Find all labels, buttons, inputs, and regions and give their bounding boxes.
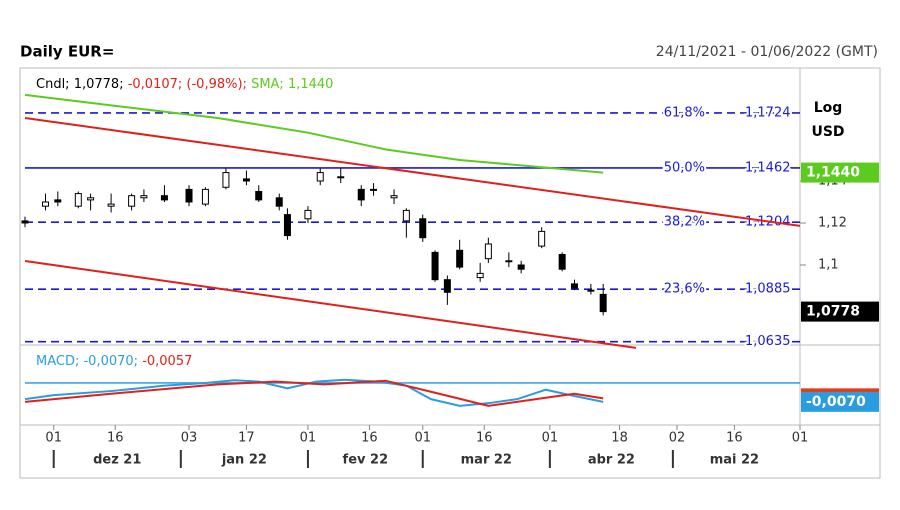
- x-tick-label: 01: [45, 431, 62, 446]
- candle-body: [255, 190, 263, 201]
- candle-body: [517, 264, 525, 270]
- x-tick-label: 18: [611, 431, 628, 446]
- value-badge-label: 1,0778: [806, 304, 860, 320]
- month-label: mar 22: [461, 453, 512, 468]
- candle-body: [160, 195, 168, 201]
- candle-body: [242, 178, 250, 182]
- candle-body: [21, 220, 29, 224]
- axis-label: USD: [811, 124, 844, 140]
- candle-body: [316, 172, 324, 182]
- readout-item: -0,0070;: [83, 354, 142, 369]
- y-tick-label: 1,1: [818, 257, 839, 272]
- y-tick-label: 1,12: [818, 215, 847, 230]
- month-label: abr 22: [588, 453, 635, 468]
- month-label: jan 22: [221, 453, 267, 468]
- candle-body: [222, 172, 230, 188]
- sma-line: [24, 93, 604, 174]
- fib-value: 1,0635: [745, 334, 791, 349]
- fib-value: 1,0885: [745, 282, 791, 297]
- readout: MACD; -0,0070; -0,0057: [36, 354, 192, 369]
- candle-body: [484, 243, 492, 260]
- trend-line: [24, 260, 637, 349]
- x-tick-label: 16: [107, 431, 124, 446]
- candle-body: [185, 188, 193, 203]
- trend-line: [24, 116, 801, 227]
- candle-body: [419, 218, 427, 239]
- x-tick-label: 02: [669, 431, 686, 446]
- value-badge: [801, 301, 879, 322]
- x-tick-label: 01: [792, 431, 809, 446]
- candle-body: [275, 197, 283, 207]
- readout-item: SMA;: [251, 77, 288, 92]
- x-tick-label: 01: [542, 431, 559, 446]
- candle-body: [201, 188, 209, 205]
- readout-item: (-0,98%);: [186, 77, 251, 92]
- candle-body: [357, 188, 365, 201]
- candle-body: [456, 249, 464, 268]
- readout-item: 1,0778;: [74, 77, 128, 92]
- fib-value: 1,1462: [745, 160, 791, 175]
- candle-body: [370, 188, 378, 191]
- fib-percent: 50,0%: [664, 160, 705, 175]
- candle-body: [443, 279, 451, 293]
- month-label: dez 21: [93, 453, 141, 468]
- value-badge: [801, 162, 879, 183]
- value-badge-label: -0,0070: [806, 394, 866, 410]
- macd-line: [24, 378, 604, 407]
- readout-item: MACD;: [36, 354, 83, 369]
- x-tick-label: 17: [238, 431, 255, 446]
- candle-body: [74, 193, 82, 207]
- fib-value: 1,1724: [745, 105, 791, 120]
- fib-percent: 38,2%: [664, 215, 705, 230]
- month-label: mai 22: [710, 453, 759, 468]
- candle-body: [570, 283, 578, 289]
- month-label: fev 22: [343, 453, 389, 468]
- value-badge: [801, 391, 879, 412]
- candle-body: [390, 195, 398, 199]
- candle-body: [538, 230, 546, 247]
- axis-label: Log: [814, 100, 843, 116]
- candle-body: [128, 195, 136, 207]
- candle-body: [587, 289, 595, 292]
- candle-body: [283, 214, 291, 237]
- fib-percent: 23,6%: [664, 282, 705, 297]
- readout-item: -0,0107;: [128, 77, 187, 92]
- candle-body: [599, 293, 607, 313]
- candle-body: [54, 199, 62, 203]
- readout-bg: [26, 74, 371, 92]
- readout-item: Cndl;: [36, 77, 74, 92]
- candle-body: [402, 209, 410, 222]
- candle-body: [87, 197, 95, 201]
- macd-line: [24, 379, 604, 407]
- date-range: 24/11/2021 - 01/06/2022 (GMT): [656, 44, 878, 60]
- x-tick-label: 03: [181, 431, 198, 446]
- candle-body: [42, 201, 50, 207]
- candle-body: [476, 272, 484, 279]
- x-tick-label: 01: [414, 431, 431, 446]
- x-tick-label: 16: [726, 431, 743, 446]
- x-tick-label: 16: [476, 431, 493, 446]
- x-tick-label: 16: [361, 431, 378, 446]
- candle-body: [505, 260, 513, 263]
- readout-item: 1,1440: [288, 77, 334, 92]
- value-badge-label: 1,1440: [806, 165, 860, 181]
- candle-body: [140, 195, 148, 199]
- candle-body: [337, 176, 345, 179]
- fib-percent: 61,8%: [664, 105, 705, 120]
- x-tick-label: 01: [300, 431, 317, 446]
- readout-item: -0,0057: [142, 354, 192, 369]
- candle-body: [107, 203, 115, 207]
- candle-body: [431, 251, 439, 281]
- candle-body: [558, 253, 566, 270]
- chart-title: Daily EUR=: [20, 43, 114, 61]
- readout: Cndl; 1,0778; -0,0107; (-0,98%); SMA; 1,…: [36, 77, 333, 92]
- frame: [19, 67, 881, 479]
- candle-body: [304, 209, 312, 220]
